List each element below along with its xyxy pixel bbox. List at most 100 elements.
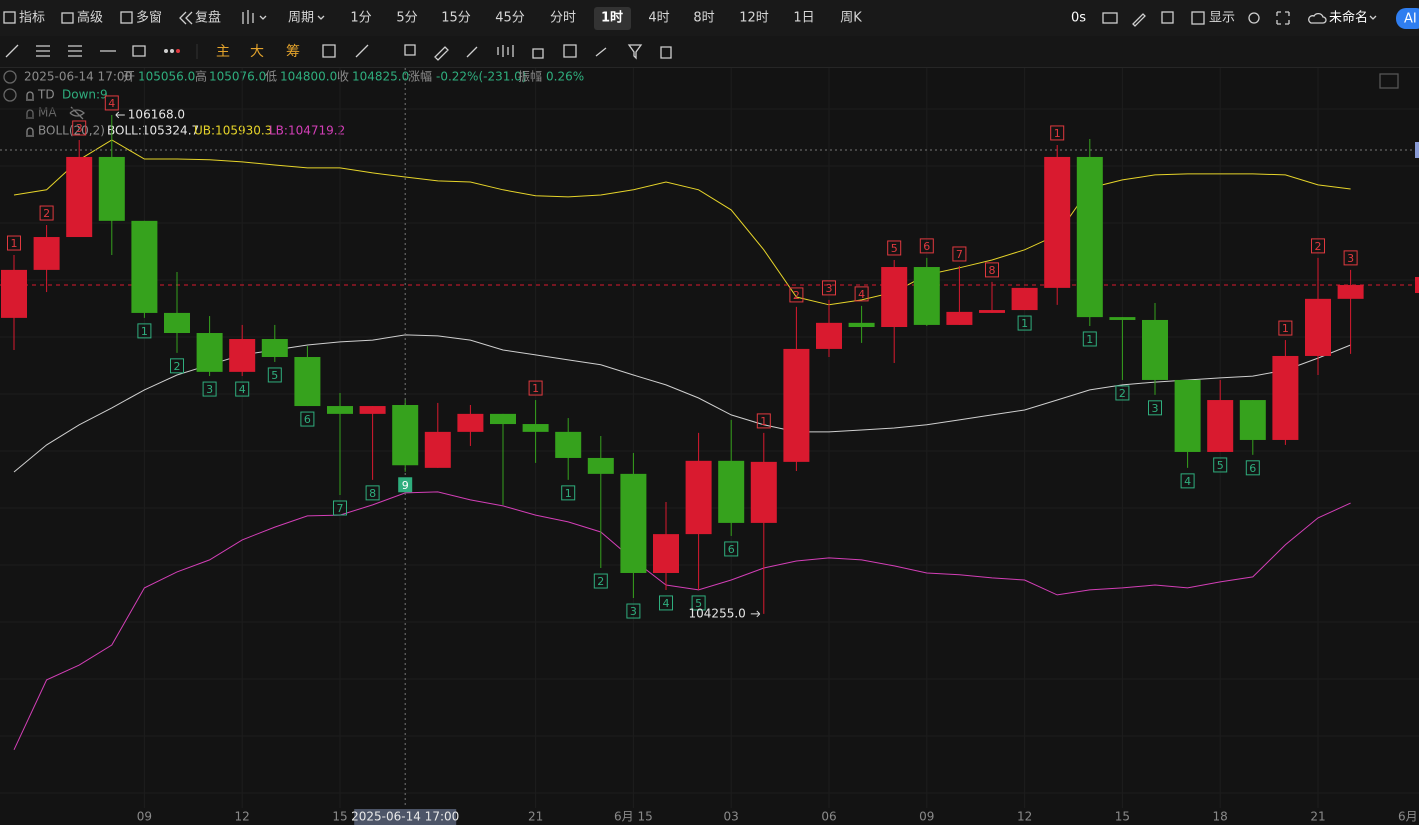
candle-body xyxy=(653,534,679,573)
period-option[interactable]: 45分 xyxy=(495,11,525,26)
x-tick-label: 21 xyxy=(1310,810,1325,824)
td-count: 3 xyxy=(206,383,213,396)
td-box xyxy=(7,235,21,251)
candle-body xyxy=(1174,379,1201,452)
td-count: 3 xyxy=(826,282,833,295)
mode-chip[interactable]: 筹 xyxy=(286,43,300,60)
td-count: 1 xyxy=(1054,127,1061,140)
td-box xyxy=(300,411,315,427)
ai-button[interactable] xyxy=(1396,8,1419,29)
icon-camera[interactable] xyxy=(1102,12,1118,24)
period-option[interactable]: 5分 xyxy=(396,11,417,26)
td-box xyxy=(1115,385,1130,401)
mode-big[interactable]: 大 xyxy=(250,44,264,60)
menu-period[interactable]: 周期 xyxy=(288,11,314,26)
candle-body xyxy=(33,237,60,270)
high-annotation: 106168.0 xyxy=(128,107,185,121)
x-tick-label: 21 xyxy=(528,810,543,824)
td-count: 1 xyxy=(141,325,148,338)
bell xyxy=(26,109,34,119)
candle-body xyxy=(522,424,549,432)
chart-type[interactable] xyxy=(242,10,267,24)
active-period-bg xyxy=(594,7,631,30)
period-option[interactable]: 分时 xyxy=(550,11,576,26)
period-option[interactable]: 12时 xyxy=(739,11,769,26)
x-tick-label: 12 xyxy=(1017,810,1032,824)
candle-body xyxy=(1239,400,1266,440)
candle-body xyxy=(131,220,158,313)
crosshair-time: 2025-06-14 17:00 xyxy=(351,810,459,824)
period-option[interactable]: 8时 xyxy=(693,11,714,26)
td-count: 1 xyxy=(532,382,539,395)
tool-dot xyxy=(176,49,180,53)
icon-fullscreen[interactable] xyxy=(1276,11,1290,25)
td-count: 7 xyxy=(956,248,963,261)
candle-body xyxy=(685,460,712,535)
menu-replay[interactable]: 复盘 xyxy=(195,10,221,26)
x-tick-label: 09 xyxy=(137,810,152,824)
icon-cloud xyxy=(1308,12,1327,24)
candle-body xyxy=(229,339,256,372)
td-count: 4 xyxy=(1184,475,1191,488)
high-label: 高 xyxy=(195,69,207,84)
td-box xyxy=(398,477,413,493)
candle-body xyxy=(457,413,484,432)
td-box xyxy=(528,380,543,396)
td-count: 1 xyxy=(760,415,767,428)
period-option[interactable]: 周K xyxy=(840,11,862,26)
td-box xyxy=(659,595,673,611)
td-count: 1 xyxy=(565,487,572,500)
td-box xyxy=(952,246,967,262)
amplitude-label: 振幅 xyxy=(518,69,542,84)
candle-body xyxy=(1044,156,1071,288)
caret xyxy=(317,15,325,20)
period-option[interactable]: 15分 xyxy=(441,11,471,26)
td-count: 2 xyxy=(597,575,604,588)
icon-edit[interactable] xyxy=(1132,13,1146,27)
candle-body xyxy=(66,156,93,238)
collapse[interactable] xyxy=(3,70,17,84)
menu-multi[interactable]: 多窗 xyxy=(136,10,162,26)
td-count: 3 xyxy=(76,122,83,135)
drawing-tools-right[interactable] xyxy=(322,44,672,61)
td-box xyxy=(691,595,706,611)
crosshair-time-bg xyxy=(354,809,457,825)
td-box xyxy=(235,381,250,397)
x-tick-label: 09 xyxy=(919,810,934,824)
td-count: 6 xyxy=(304,413,311,426)
td-box xyxy=(854,286,869,302)
period-option[interactable]: 1时 xyxy=(601,10,623,26)
candle-body xyxy=(783,348,810,462)
period-option[interactable]: 4时 xyxy=(648,11,669,26)
mode-main[interactable]: 主 xyxy=(216,44,230,60)
drawing-tools[interactable] xyxy=(5,44,146,58)
info-time: 2025-06-14 17:00 xyxy=(24,70,132,84)
td-count: 2 xyxy=(174,360,181,373)
x-tick-label: 15 xyxy=(1115,810,1130,824)
period-option[interactable]: 1日 xyxy=(793,11,814,26)
icon xyxy=(179,11,193,25)
arrow xyxy=(115,111,125,119)
candle-body xyxy=(946,311,973,325)
icon-box[interactable] xyxy=(1161,11,1174,24)
panel-toggle[interactable] xyxy=(1379,73,1399,89)
icon-display xyxy=(1191,11,1205,25)
layout-name[interactable]: 未命名 xyxy=(1329,10,1368,26)
td-count: 3 xyxy=(1152,402,1159,415)
period-option[interactable]: 1分 xyxy=(350,11,371,26)
collapse[interactable] xyxy=(3,88,17,102)
td-box xyxy=(1245,460,1260,476)
td-box xyxy=(1082,331,1097,347)
td-count: 6 xyxy=(1249,462,1256,475)
open: 105056.0 xyxy=(138,70,195,84)
menu-advanced[interactable]: 高级 xyxy=(77,10,103,26)
display[interactable]: 显示 xyxy=(1209,11,1235,26)
menu-indicator[interactable]: 指标 xyxy=(19,11,45,26)
td-box xyxy=(1213,457,1228,473)
icon-settings[interactable] xyxy=(1248,12,1260,24)
boll-lower xyxy=(13,491,1351,751)
tool-dot xyxy=(170,49,174,53)
td-box xyxy=(1017,315,1032,331)
high: 105076.0 xyxy=(209,70,266,84)
